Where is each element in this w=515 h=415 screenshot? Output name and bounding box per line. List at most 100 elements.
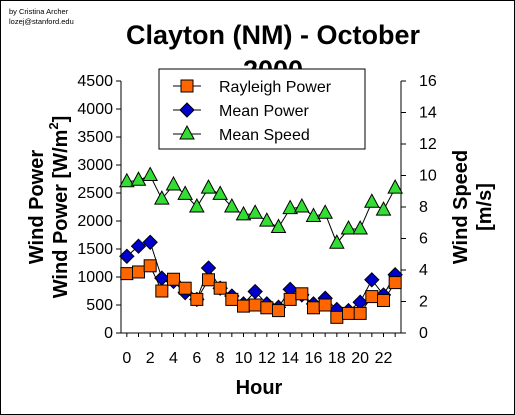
right-axis-ticks: 0 2 4 6 8 10 12 14 16 xyxy=(401,73,437,342)
data-point-square xyxy=(213,281,227,295)
x-tick-label: 6 xyxy=(192,350,201,367)
x-tick-label: 18 xyxy=(328,350,346,367)
right-tick-label: 6 xyxy=(419,231,428,248)
legend-swatch-triangle xyxy=(179,124,195,140)
left-tick-label: 4000 xyxy=(77,101,113,118)
data-point-triangle xyxy=(188,197,205,213)
left-tick-label: 2500 xyxy=(77,185,113,202)
left-tick-label: 0 xyxy=(104,325,113,342)
x-tick-label: 2 xyxy=(146,350,155,367)
legend-items: Rayleigh Power Mean Power Mean Speed xyxy=(173,79,332,144)
left-tick-label: 500 xyxy=(86,297,113,314)
data-point-square xyxy=(342,306,355,320)
data-point-triangle xyxy=(118,172,135,188)
data-point-triangle xyxy=(305,207,322,222)
data-point-triangle xyxy=(340,219,357,235)
data-point-diamond xyxy=(119,248,135,264)
data-point-triangle xyxy=(223,197,240,213)
data-point-square xyxy=(237,299,250,313)
chart-title: Clayton (NM) - October xyxy=(126,20,420,50)
plot-area xyxy=(120,81,402,334)
data-point-square xyxy=(377,294,390,308)
data-point-square xyxy=(202,273,215,287)
x-tick-label: 14 xyxy=(281,350,299,367)
data-point-square xyxy=(167,272,180,286)
x-tick-label: 20 xyxy=(351,350,369,367)
data-point-square xyxy=(178,281,192,295)
right-tick-label: 12 xyxy=(419,136,437,153)
right-axis-label-word: Wind Speed xyxy=(450,150,472,264)
right-tick-label: 2 xyxy=(419,294,428,311)
left-tick-label: 2000 xyxy=(77,213,113,230)
data-point-triangle xyxy=(165,175,182,191)
x-axis-ticks: 0 2 4 6 8 10 12 14 16 18 20 22 xyxy=(122,333,396,367)
left-tick-label: 3500 xyxy=(77,129,113,146)
x-tick-label: 12 xyxy=(258,350,276,367)
data-point-square xyxy=(143,259,157,273)
data-point-square xyxy=(283,292,297,306)
right-axis-label-unit: [m/s] xyxy=(474,183,496,231)
data-point-diamond xyxy=(200,260,217,276)
data-point-triangle xyxy=(293,197,310,213)
left-tick-label: 1500 xyxy=(77,241,113,258)
data-point-triangle xyxy=(363,193,380,208)
data-point-triangle xyxy=(258,212,275,227)
data-point-triangle xyxy=(375,201,392,216)
data-point-triangle xyxy=(130,171,147,186)
data-point-square xyxy=(260,301,274,315)
left-axis-label-word: Wind Power xyxy=(26,150,48,264)
legend-label: Rayleigh Power xyxy=(219,79,332,96)
data-point-square xyxy=(318,298,332,312)
data-point-square xyxy=(307,301,320,315)
data-point-square xyxy=(120,267,134,281)
right-tick-label: 0 xyxy=(419,325,428,342)
data-point-square xyxy=(295,287,309,301)
left-tick-label: 4500 xyxy=(77,73,113,90)
data-point-triangle xyxy=(177,185,194,200)
data-point-square xyxy=(248,298,262,312)
data-point-triangle xyxy=(282,199,299,215)
data-point-square xyxy=(132,265,145,279)
data-point-square xyxy=(190,292,204,306)
x-tick-label: 4 xyxy=(169,350,178,367)
left-tick-label: 1000 xyxy=(77,269,113,286)
data-point-diamond xyxy=(154,270,170,286)
data-point-triangle xyxy=(352,219,369,235)
series-triangle xyxy=(118,166,404,249)
series-square xyxy=(120,259,402,324)
data-point-square xyxy=(225,292,239,306)
data-point-triangle xyxy=(142,166,159,181)
data-point-triangle xyxy=(328,234,345,249)
left-axis-label: Wind Power Wind Power [W/m2] xyxy=(26,116,72,299)
data-point-diamond xyxy=(130,238,147,254)
data-point-triangle xyxy=(200,179,217,194)
data-point-triangle xyxy=(387,179,404,194)
x-tick-label: 8 xyxy=(216,350,225,367)
data-point-square xyxy=(353,306,367,320)
x-axis-label: Hour xyxy=(236,377,283,399)
data-point-square xyxy=(330,310,344,324)
x-tick-label: 16 xyxy=(305,350,323,367)
legend: Rayleigh Power Mean Power Mean Speed xyxy=(158,68,366,150)
data-point-triangle xyxy=(153,190,170,205)
left-axis-ticks: 0 500 1000 1500 2000 2500 3000 3500 4000 4500 xyxy=(77,73,121,342)
legend-label: Mean Power xyxy=(219,103,309,120)
data-point-diamond xyxy=(364,272,380,288)
right-axis-label: Wind Speed [m/s] xyxy=(450,150,496,264)
data-point-triangle xyxy=(247,204,264,219)
right-tick-label: 4 xyxy=(419,262,428,279)
left-axis-label-sup: 2 xyxy=(46,122,61,129)
data-point-square xyxy=(388,276,402,290)
right-tick-label: 8 xyxy=(419,199,428,216)
data-point-square xyxy=(272,304,285,318)
left-tick-label: 3000 xyxy=(77,157,113,174)
left-axis-label-close: ] xyxy=(50,116,72,123)
data-point-square xyxy=(365,290,379,304)
data-point-triangle xyxy=(235,205,252,221)
credit-author: by Cristina Archer xyxy=(9,7,69,16)
legend-swatch-diamond xyxy=(179,102,195,118)
series-layer xyxy=(118,166,404,324)
right-tick-label: 14 xyxy=(419,105,437,122)
